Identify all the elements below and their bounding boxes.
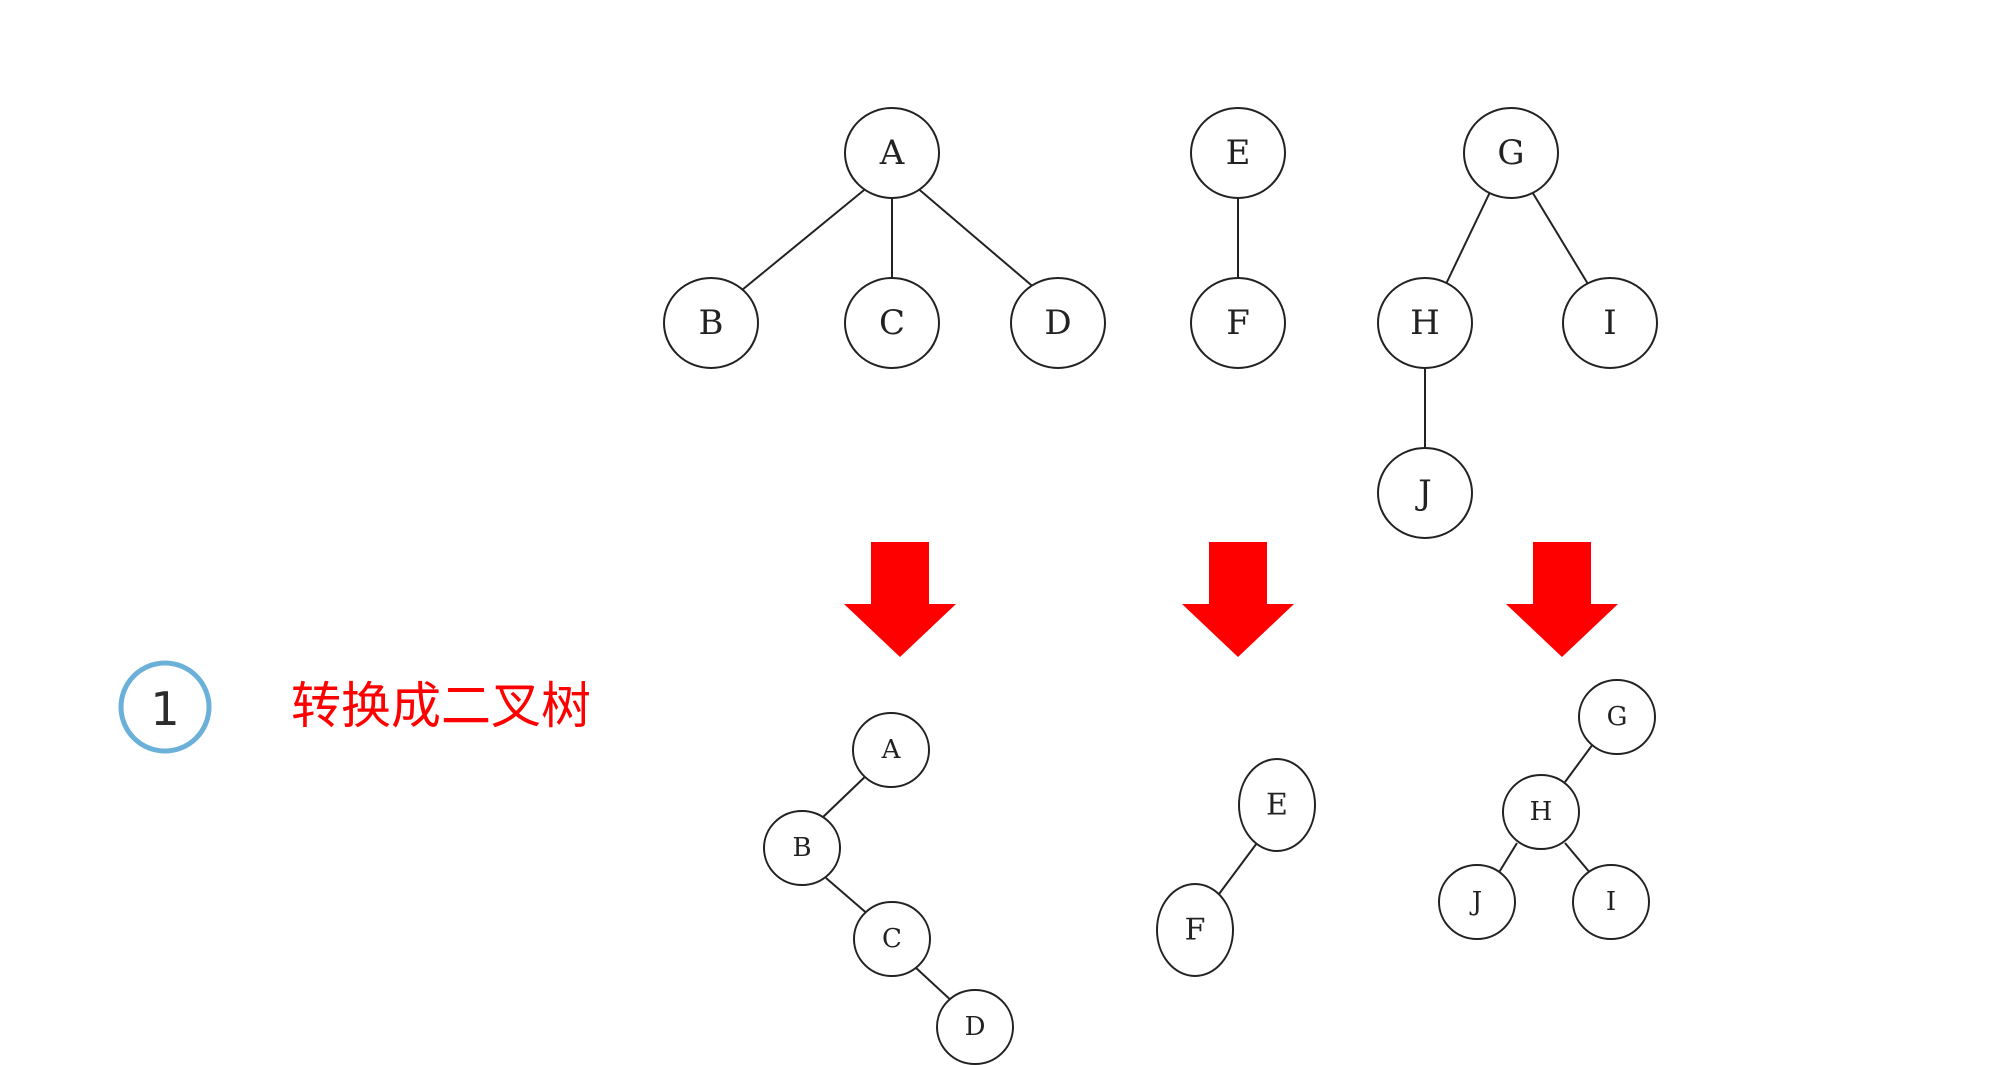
edge-a-b (741, 185, 870, 291)
edge-a-b (821, 771, 871, 819)
node-b: B (663, 277, 759, 369)
edges-bintree-g (1497, 743, 1594, 875)
node-h: H (1377, 277, 1473, 369)
svg-text:H: H (1530, 797, 1553, 827)
step-title: 转换成二叉树 (291, 677, 591, 735)
svg-text:F: F (1185, 913, 1206, 948)
node-g: G (1463, 107, 1559, 199)
svg-text:E: E (1266, 788, 1288, 823)
edge-h-j (1497, 842, 1518, 875)
bintree-g: G H J I (1438, 679, 1656, 940)
svg-text:D: D (965, 1012, 986, 1042)
edges-tree-a (741, 185, 1038, 291)
edge-g-i (1530, 189, 1592, 290)
node-f: F (1156, 883, 1234, 977)
bintree-e: E F (1156, 758, 1316, 977)
node-d: D (1010, 277, 1106, 369)
svg-text:G: G (1497, 133, 1524, 173)
node-d: D (936, 989, 1014, 1065)
svg-text:C: C (882, 924, 902, 954)
node-c: C (853, 901, 931, 977)
svg-text:A: A (881, 735, 902, 765)
edge-h-i (1564, 842, 1592, 875)
edge-a-d (914, 185, 1038, 291)
node-a: A (852, 712, 930, 788)
edges-tree-g (1424, 189, 1592, 448)
node-i: I (1572, 864, 1650, 940)
svg-text:E: E (1226, 133, 1251, 173)
svg-text:F: F (1226, 303, 1250, 343)
svg-text:B: B (699, 303, 724, 343)
svg-text:A: A (879, 133, 905, 173)
svg-text:G: G (1607, 702, 1628, 732)
svg-text:J: J (1415, 473, 1432, 513)
tree-g: G H I J (1377, 107, 1658, 539)
tree-a: A B C D (663, 107, 1106, 369)
arrow-down-icon-tree-g (1506, 542, 1618, 657)
svg-text:D: D (1044, 303, 1071, 343)
edge-c-d (914, 966, 956, 1005)
step-indicator: 1 (118, 660, 212, 754)
node-j: J (1377, 447, 1473, 539)
svg-text:H: H (1410, 303, 1440, 343)
arrow-down-icon-tree-e (1182, 542, 1294, 657)
svg-text:I: I (1606, 887, 1616, 917)
step-number-circle (118, 660, 212, 754)
edge-g-h (1445, 189, 1492, 285)
node-f: F (1190, 277, 1286, 369)
svg-text:C: C (879, 303, 905, 343)
node-j: J (1438, 864, 1516, 940)
edge-e-f (1218, 842, 1258, 895)
node-b: B (763, 810, 841, 886)
node-h: H (1502, 774, 1580, 850)
node-e: E (1190, 107, 1286, 199)
node-g: G (1578, 679, 1656, 755)
node-e: E (1238, 758, 1316, 852)
arrow-down-icon-tree-a (844, 542, 956, 657)
step-number: 1 (150, 682, 179, 736)
svg-text:I: I (1603, 303, 1616, 343)
tree-e: E F (1190, 107, 1286, 369)
node-a: A (844, 107, 940, 199)
svg-text:B: B (792, 833, 811, 863)
edges-bintree-e (1218, 842, 1258, 895)
node-c: C (844, 277, 940, 369)
edges-bintree-a (821, 771, 956, 1005)
bintree-a: A B C D (763, 712, 1014, 1065)
edge-g-h (1564, 743, 1594, 783)
edge-b-c (825, 877, 871, 917)
node-i: I (1562, 277, 1658, 369)
svg-text:J: J (1469, 887, 1482, 917)
